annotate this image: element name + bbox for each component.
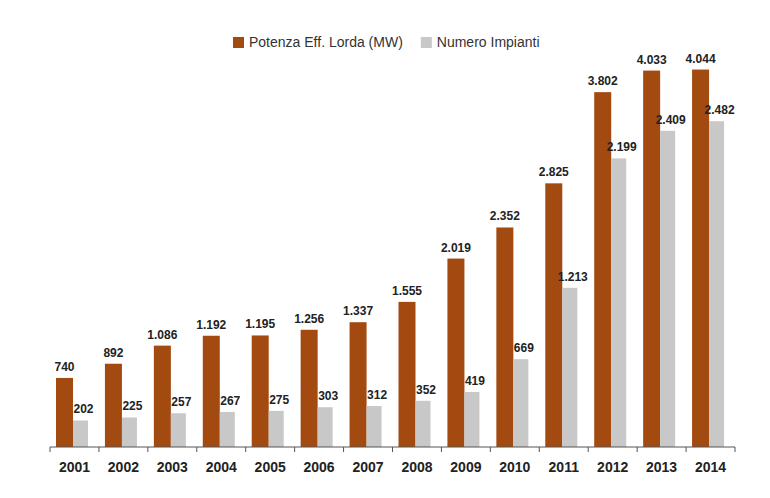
x-tick-divider xyxy=(539,447,540,452)
bar xyxy=(56,378,73,447)
data-label: 2.825 xyxy=(539,165,569,179)
x-tick-label: 2007 xyxy=(352,459,383,475)
x-tick-divider xyxy=(196,447,197,452)
data-label: 352 xyxy=(416,383,436,397)
x-tick-divider xyxy=(147,447,148,452)
bar xyxy=(367,406,382,447)
x-tick-label: 2010 xyxy=(499,459,530,475)
legend-label: Numero Impianti xyxy=(437,34,540,50)
data-label: 1.086 xyxy=(147,328,177,342)
bar xyxy=(220,412,235,447)
bar xyxy=(660,131,675,447)
x-tick-label: 2003 xyxy=(157,459,188,475)
data-label: 2.019 xyxy=(441,241,471,255)
bar xyxy=(611,158,626,447)
data-label: 740 xyxy=(54,360,74,374)
data-label: 225 xyxy=(122,399,142,413)
x-tick-divider xyxy=(245,447,246,452)
x-tick-divider xyxy=(98,447,99,452)
x-tick-label: 2001 xyxy=(59,459,90,475)
data-label: 1.192 xyxy=(196,318,226,332)
x-tick-divider xyxy=(392,447,393,452)
data-label: 257 xyxy=(171,395,191,409)
data-labels: 740 892 1.086 1.192 1.195 1.256 1.337 1.555 2.01… xyxy=(54,52,734,417)
data-label: 1.213 xyxy=(558,270,588,284)
x-tick-label: 2005 xyxy=(255,459,286,475)
data-label: 2.409 xyxy=(656,113,686,127)
bar xyxy=(171,413,186,447)
x-tick-label: 2002 xyxy=(108,459,139,475)
x-tick-divider xyxy=(343,447,344,452)
bar xyxy=(318,407,333,447)
bar xyxy=(692,70,709,447)
x-tick-label: 2014 xyxy=(695,459,726,475)
bar xyxy=(269,411,284,447)
x-tick-label: 2009 xyxy=(450,459,481,475)
data-label: 1.256 xyxy=(294,312,324,326)
bars xyxy=(56,70,724,447)
x-tick-divider xyxy=(490,447,491,452)
legend-label: Potenza Eff. Lorda (MW) xyxy=(249,34,403,50)
data-label: 2.482 xyxy=(705,103,735,117)
bar xyxy=(496,227,513,447)
legend: Potenza Eff. Lorda (MW) Numero Impianti xyxy=(233,34,540,50)
x-tick-label: 2008 xyxy=(401,459,432,475)
bar xyxy=(513,359,528,447)
x-tick-label: 2013 xyxy=(646,459,677,475)
x-tick-divider xyxy=(686,447,687,452)
bar xyxy=(252,335,269,447)
data-label: 2.199 xyxy=(607,140,637,154)
bar xyxy=(350,322,367,447)
data-label: 4.033 xyxy=(637,53,667,67)
data-label: 419 xyxy=(465,374,485,388)
data-label: 303 xyxy=(318,389,338,403)
data-label: 1.337 xyxy=(343,304,373,318)
bar xyxy=(399,302,416,447)
bar xyxy=(154,346,171,447)
data-label: 2.352 xyxy=(490,209,520,223)
bar xyxy=(643,71,660,447)
bar xyxy=(447,259,464,447)
data-label: 1.555 xyxy=(392,284,422,298)
x-tick-divider xyxy=(735,447,736,452)
bar xyxy=(105,364,122,447)
x-tick-label: 2011 xyxy=(549,459,580,475)
x-tick-divider xyxy=(637,447,638,452)
legend-swatch xyxy=(421,37,432,48)
x-tick-label: 2006 xyxy=(304,459,335,475)
bar xyxy=(73,420,88,447)
data-label: 892 xyxy=(103,346,123,360)
data-label: 202 xyxy=(73,402,93,416)
bar xyxy=(301,330,318,447)
data-label: 4.044 xyxy=(686,52,716,66)
bar xyxy=(562,288,577,447)
x-tick-divider xyxy=(441,447,442,452)
bar xyxy=(545,183,562,447)
legend-swatch xyxy=(233,37,244,48)
bar xyxy=(122,417,137,447)
x-tick-divider xyxy=(588,447,589,452)
data-label: 275 xyxy=(269,393,289,407)
data-label: 3.802 xyxy=(588,74,618,88)
bar xyxy=(464,392,479,447)
x-tick-label: 2004 xyxy=(206,459,237,475)
data-label: 1.195 xyxy=(245,317,275,331)
bar xyxy=(416,401,431,447)
x-tick-divider xyxy=(294,447,295,452)
data-label: 312 xyxy=(367,388,387,402)
data-label: 669 xyxy=(514,341,534,355)
bar xyxy=(203,336,220,447)
x-tick-divider xyxy=(50,447,51,452)
chart: 740 892 1.086 1.192 1.195 1.256 1.337 1.555 2.01… xyxy=(0,0,770,498)
data-label: 267 xyxy=(220,394,240,408)
bar xyxy=(709,121,724,447)
x-tick-label: 2012 xyxy=(597,459,628,475)
